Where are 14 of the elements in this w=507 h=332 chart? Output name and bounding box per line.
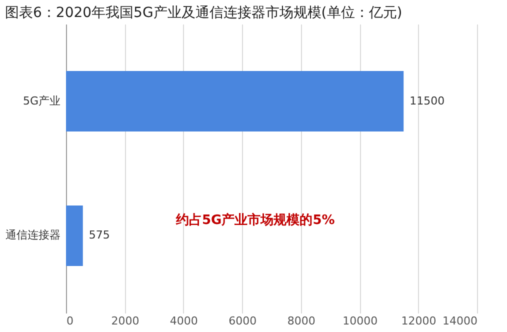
x-tick-label: 6000 bbox=[228, 314, 257, 328]
y-tick-label: 5G产业 bbox=[22, 94, 60, 108]
x-tick-label: 0 bbox=[66, 314, 74, 328]
x-tick-label: 2000 bbox=[111, 314, 140, 328]
x-tick-label: 10000 bbox=[342, 314, 378, 328]
x-tick-label: 8000 bbox=[287, 314, 316, 328]
y-tick-label: 通信连接器 bbox=[6, 228, 60, 242]
x-tick-label: 4000 bbox=[170, 314, 198, 328]
chart-title: 图表6：2020年我国5G产业及通信连接器市场规模(单位：亿元) bbox=[5, 5, 402, 21]
data-label: 11500 bbox=[410, 94, 445, 108]
annotation: 约占5G产业市场规模的5% bbox=[175, 212, 335, 228]
x-tick-label: 12000 bbox=[401, 314, 436, 328]
data-label: 575 bbox=[88, 228, 110, 242]
x-tick-label: 14000 bbox=[442, 314, 478, 328]
